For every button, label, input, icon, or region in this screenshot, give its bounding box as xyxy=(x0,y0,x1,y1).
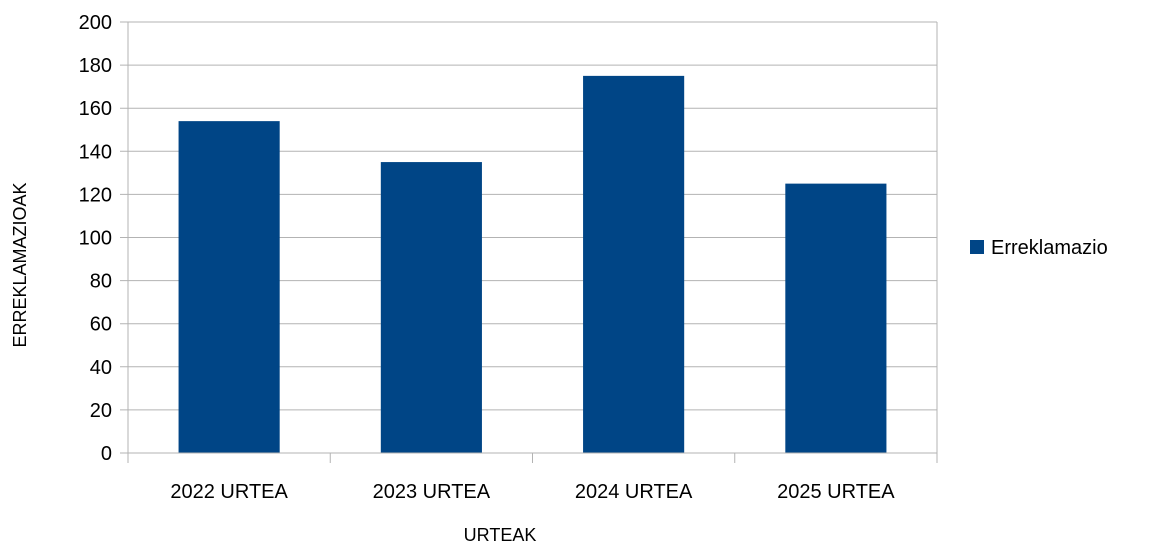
y-tick-label-100: 100 xyxy=(79,228,112,250)
y-tick-label-40: 40 xyxy=(90,357,112,379)
y-tick-labels: 0 20 40 60 80 100 120 140 160 180 200 xyxy=(79,12,112,465)
legend: Erreklamazio xyxy=(970,237,1108,259)
y-tick-label-160: 160 xyxy=(79,98,112,120)
bar-2023-urtea xyxy=(380,162,482,453)
x-tick-label-3: 2025 URTEA xyxy=(777,481,895,503)
x-tick-label-0: 2022 URTEA xyxy=(170,481,288,503)
x-tick-label-2: 2024 URTEA xyxy=(575,481,693,503)
bar-2024-urtea xyxy=(583,75,685,453)
x-tick-labels: 2022 URTEA 2023 URTEA 2024 URTEA 2025 URTEA xyxy=(170,481,895,503)
legend-swatch xyxy=(970,240,984,254)
axes xyxy=(127,22,938,463)
y-tick-label-0: 0 xyxy=(101,443,112,465)
bars xyxy=(178,75,887,453)
y-tick-label-120: 120 xyxy=(79,184,112,206)
y-tick-label-80: 80 xyxy=(90,271,112,293)
bar-2022-urtea xyxy=(178,121,280,453)
y-tick-label-20: 20 xyxy=(90,400,112,422)
y-tick-label-200: 200 xyxy=(79,12,112,34)
y-tick-label-180: 180 xyxy=(79,55,112,77)
x-axis-title: URTEAK xyxy=(464,525,537,544)
x-tick-label-1: 2023 URTEA xyxy=(373,481,491,503)
bar-2025-urtea xyxy=(785,183,887,453)
legend-label: Erreklamazio xyxy=(991,237,1108,259)
y-tick-label-60: 60 xyxy=(90,314,112,336)
y-tick-label-140: 140 xyxy=(79,141,112,163)
y-axis-title: ERREKLAMAZIOAK xyxy=(10,182,30,347)
